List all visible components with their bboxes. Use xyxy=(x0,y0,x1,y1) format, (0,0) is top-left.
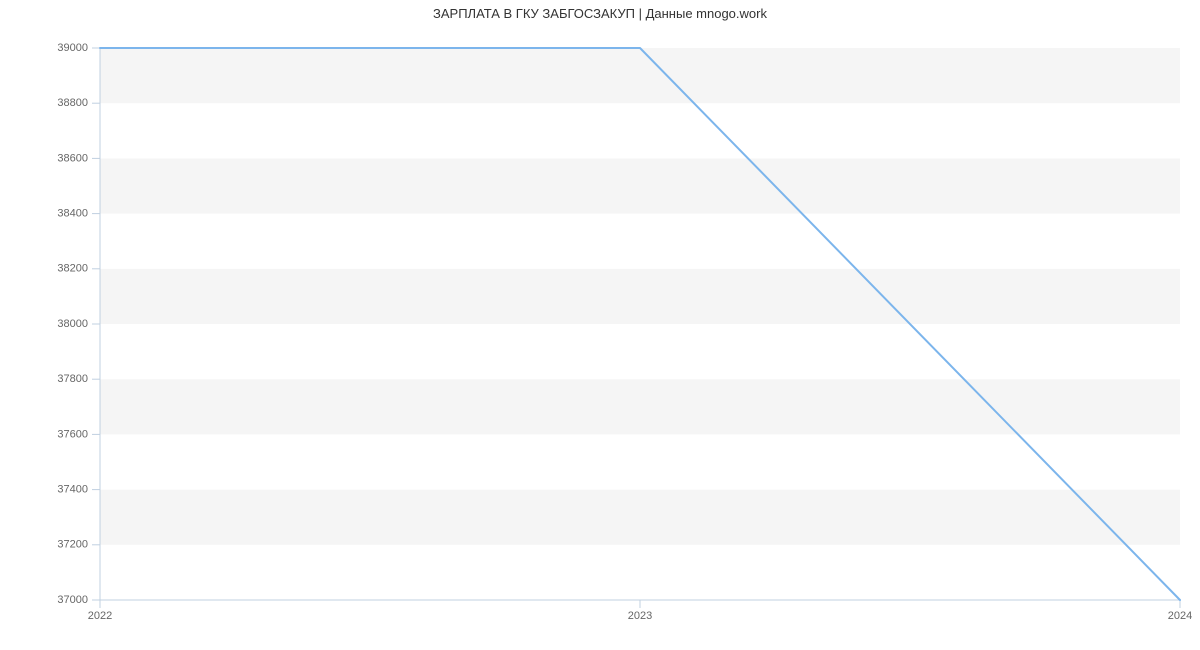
x-tick-label: 2024 xyxy=(1168,610,1192,622)
y-tick-label: 37600 xyxy=(57,428,88,440)
plot-band xyxy=(100,434,1180,489)
plot-band xyxy=(100,490,1180,545)
line-chart: ЗАРПЛАТА В ГКУ ЗАБГОСЗАКУП | Данные mnog… xyxy=(0,0,1200,650)
y-tick-label: 38400 xyxy=(57,208,88,220)
x-tick-label: 2023 xyxy=(628,610,652,622)
plot-band xyxy=(100,103,1180,158)
y-tick-label: 37000 xyxy=(57,594,88,606)
plot-band xyxy=(100,48,1180,103)
y-tick-label: 38200 xyxy=(57,263,88,275)
y-tick-label: 39000 xyxy=(57,42,88,54)
x-tick-label: 2022 xyxy=(88,610,112,622)
plot-band xyxy=(100,269,1180,324)
plot-band xyxy=(100,158,1180,213)
chart-svg: 37000 37200 37400 37600 37800 38000 38200 38400… xyxy=(0,0,1200,650)
plot-band xyxy=(100,545,1180,600)
plot-band xyxy=(100,214,1180,269)
chart-title: ЗАРПЛАТА В ГКУ ЗАБГОСЗАКУП | Данные mnog… xyxy=(0,6,1200,21)
y-tick-label: 37200 xyxy=(57,539,88,551)
y-tick-label: 38000 xyxy=(57,318,88,330)
y-tick-label: 38600 xyxy=(57,152,88,164)
plot-band xyxy=(100,379,1180,434)
y-tick-label: 37400 xyxy=(57,484,88,496)
y-tick-label: 37800 xyxy=(57,373,88,385)
plot-band xyxy=(100,324,1180,379)
y-tick-label: 38800 xyxy=(57,97,88,109)
